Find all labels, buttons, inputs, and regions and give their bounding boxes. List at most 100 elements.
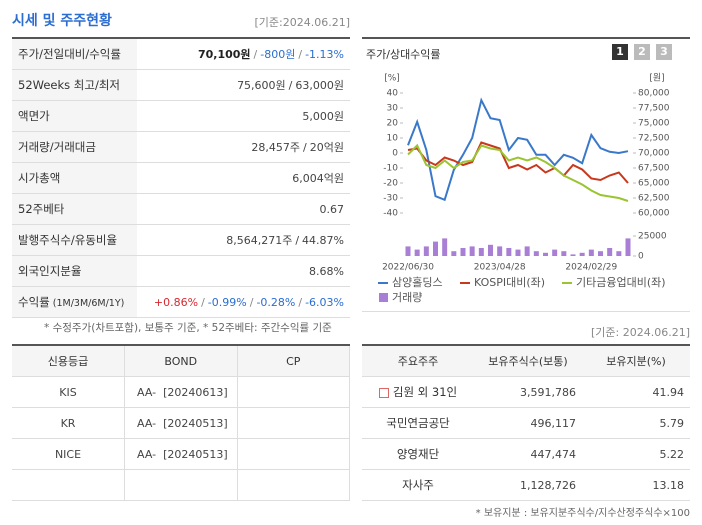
- value-part: 70,100원: [197, 48, 251, 61]
- holder-date: [기준: 2024.06.21]: [590, 326, 690, 339]
- row-label: 시가총액: [12, 162, 137, 194]
- header-cell: CP: [237, 345, 350, 377]
- volume-bar: [423, 246, 429, 256]
- cell: 5.22: [582, 438, 690, 470]
- legend-label: KOSPI대비(좌): [474, 276, 545, 289]
- cell: 5.79: [582, 407, 690, 439]
- row: 외국인지분율 8.68%: [12, 255, 350, 287]
- row: 액면가 5,000원: [12, 100, 350, 132]
- cell-text: 41.94: [652, 385, 685, 399]
- label-text: 시가총액: [18, 171, 61, 185]
- footnote: * 수정주가(차트포함), 보통주 기준, * 52주베타: 주간수익률 기준: [44, 322, 332, 334]
- y2-tick-label: 80,000: [638, 89, 670, 99]
- tab[interactable]: 1: [612, 44, 628, 60]
- value-part: /: [201, 295, 205, 309]
- row: 국민연금공단 496,117 5.79: [362, 407, 690, 439]
- cell-text: 양영재단: [396, 447, 440, 461]
- row-label: 주가/전일대비/수익률: [12, 38, 137, 70]
- volume-bar: [552, 249, 558, 256]
- y-tick-label: -20: [383, 179, 398, 189]
- row-value: 8,564,271주/44.87%: [137, 224, 350, 256]
- row-value: 5,000원: [137, 100, 350, 132]
- expand-icon[interactable]: [378, 387, 389, 398]
- y2-tick-label: 70,000: [638, 149, 670, 159]
- y2-axis-label: [원]: [649, 73, 664, 84]
- y-tick-label: -10: [383, 164, 398, 174]
- value-part: 8.68%: [309, 264, 344, 278]
- volume-bar: [524, 246, 530, 256]
- legend-label: 삼양홀딩스: [392, 276, 443, 289]
- volume-bar: [533, 251, 539, 256]
- title: 시세 및 주주현황: [12, 10, 112, 30]
- cell-text: 496,117: [530, 416, 577, 430]
- volume-bar: [607, 248, 613, 256]
- volume-tick-label: 0: [638, 252, 644, 262]
- cell-text: 김원 외 31인: [392, 385, 458, 399]
- volume-bar: [625, 238, 631, 256]
- value-part: -6.03%: [305, 295, 344, 309]
- cell: [124, 469, 238, 501]
- cell: 13.18: [582, 469, 690, 501]
- y-tick-label: 0: [392, 149, 398, 159]
- value-part: 6,004억원: [292, 172, 344, 185]
- row-label: 액면가: [12, 100, 137, 132]
- row: KR AA- [20240513]: [12, 407, 350, 439]
- value-part: /: [298, 295, 303, 309]
- cell-text: 13.18: [652, 478, 685, 492]
- cell: 김원 외 31인: [362, 376, 474, 408]
- row: 거래량/거래대금 28,457주/20억원: [12, 131, 350, 163]
- cell: 자사주: [362, 469, 474, 501]
- label-note: (1M/3M/6M/1Y): [52, 298, 125, 309]
- value-part: /: [303, 141, 307, 154]
- value-part: -0.99%: [207, 295, 247, 309]
- x-tick-label: 2022/06/30: [382, 263, 434, 273]
- value-part: -1.13%: [305, 48, 344, 61]
- cell: [237, 438, 350, 470]
- value-part: 5,000원: [302, 110, 344, 123]
- y2-tick-label: 62,500: [638, 194, 670, 204]
- row-value: +0.86% / -0.99% / -0.28% / -6.03%: [137, 286, 350, 318]
- volume-bar: [405, 246, 411, 256]
- value-part: /: [298, 48, 303, 61]
- row-label: 외국인지분율: [12, 255, 137, 287]
- row-value: 70,100원 / -800원 / -1.13%: [137, 38, 350, 70]
- label-text: 수익률: [18, 295, 50, 309]
- header-cell: 보유지분(%): [582, 345, 690, 377]
- row-value: 28,457주/20억원: [137, 131, 350, 163]
- line-series: [407, 143, 629, 202]
- row: KIS AA- [20240613]: [12, 376, 350, 408]
- cell: 1,128,726: [474, 469, 582, 501]
- y2-tick-label: 60,000: [638, 209, 670, 219]
- value-part: 0.67: [319, 202, 345, 216]
- tab[interactable]: 2: [634, 44, 650, 60]
- y-tick-label: 20: [387, 119, 399, 129]
- y-tick-label: 10: [387, 134, 399, 144]
- credit-table: 신용등급 BOND CP KIS AA- [20240613] KR AA- [202405…: [12, 344, 350, 501]
- value-part: 20억원: [309, 141, 344, 154]
- line-series: [407, 97, 629, 202]
- row: 양영재단 447,474 5.22: [362, 438, 690, 470]
- row-label: 발행주식수/유동비율: [12, 224, 137, 256]
- label-text: 외국인지분율: [18, 264, 82, 278]
- cell: KIS: [12, 376, 125, 408]
- y2-tick-label: 77,500: [638, 104, 670, 114]
- volume-bar: [433, 241, 438, 256]
- label-text: 주가/전일대비/수익률: [18, 47, 121, 61]
- cell: AA- [20240513]: [124, 438, 238, 470]
- y-tick-label: 40: [387, 89, 399, 99]
- row: 주가/전일대비/수익률 70,100원 / -800원 / -1.13%: [12, 38, 350, 70]
- cell-text: 국민연금공단: [386, 416, 450, 430]
- price-table: 주가/전일대비/수익률 70,100원 / -800원 / -1.13% 52Weeks 최…: [12, 37, 350, 318]
- chart-title: 주가/상대수익률: [366, 48, 441, 61]
- volume-bar: [616, 251, 622, 256]
- volume-bar: [570, 254, 576, 256]
- cell: [237, 469, 350, 501]
- cell-text: 5.79: [659, 416, 685, 430]
- row-label: 52주베타: [12, 193, 137, 225]
- volume-bar: [451, 251, 457, 256]
- cell-text: 447,474: [530, 447, 577, 461]
- row-value: 0.67: [137, 193, 350, 225]
- tab[interactable]: 3: [656, 44, 672, 60]
- value-part: 44.87%: [302, 234, 344, 247]
- value-part: /: [295, 234, 300, 247]
